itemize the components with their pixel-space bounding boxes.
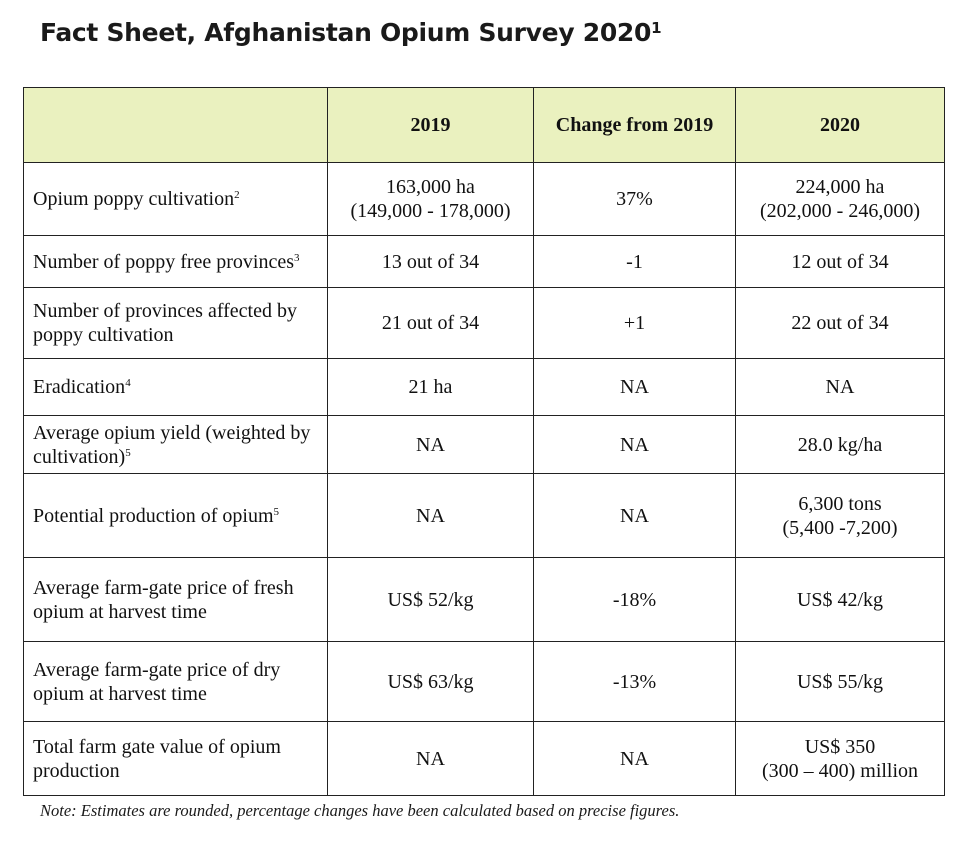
row-label: Number of poppy free provinces3 xyxy=(23,235,328,288)
table-row: Eradication4 21 ha NA NA xyxy=(23,358,945,416)
title-footnote-marker: 1 xyxy=(651,19,662,37)
row-label-text: Number of poppy free provinces xyxy=(33,250,295,273)
table-row: Number of provinces affected by poppy cu… xyxy=(23,287,945,359)
value-2020: 12 out of 34 xyxy=(735,235,945,288)
value-2019-line: US$ 63/kg xyxy=(387,670,474,693)
value-change: NA xyxy=(533,721,736,796)
value-2019: NA xyxy=(327,473,534,558)
value-2019-line: 163,000 ha xyxy=(386,176,475,198)
row-label: Average farm-gate price of dry opium at … xyxy=(23,641,328,722)
value-2020-line: 224,000 ha xyxy=(795,176,885,198)
table-row: Number of poppy free provinces3 13 out of… xyxy=(23,235,945,288)
value-2020-line: 28.0 kg/ha xyxy=(797,433,883,456)
footnote-marker: 4 xyxy=(125,377,131,389)
value-2019-line: NA xyxy=(416,747,445,770)
row-label-text: Eradication xyxy=(33,376,126,398)
row-label-text: Number of provinces affected by poppy cu… xyxy=(33,300,297,346)
value-2019: 163,000 ha (149,000 - 178,000) xyxy=(327,162,534,236)
value-2020: 28.0 kg/ha xyxy=(735,415,945,474)
value-2019-line: NA xyxy=(416,504,445,527)
value-2020: US$ 55/kg xyxy=(735,641,945,722)
value-2019-line: 21 out of 34 xyxy=(381,312,480,334)
table-header-row: 2019 Change from 2019 2020 xyxy=(23,87,945,163)
footnote-marker: 3 xyxy=(294,251,300,264)
row-label-text: Potential production of opium xyxy=(33,504,274,527)
value-2019-line: (149,000 - 178,000) xyxy=(350,200,511,222)
value-change: -18% xyxy=(533,557,736,642)
table-note: Note: Estimates are rounded, percentage … xyxy=(40,801,680,820)
table-row: Opium poppy cultivation2 163,000 ha (149,0… xyxy=(23,162,945,236)
value-2019: 21 ha xyxy=(327,358,534,416)
header-2020: 2020 xyxy=(735,87,945,163)
header-label-cell xyxy=(23,87,328,163)
footnote-marker: 5 xyxy=(273,505,280,518)
fact-sheet-table: 2019 Change from 2019 2020 Opium poppy c… xyxy=(23,87,945,796)
table-row: Total farm gate value of opium productio… xyxy=(23,721,945,796)
value-2020: 22 out of 34 xyxy=(735,287,945,359)
row-label: Opium poppy cultivation2 xyxy=(23,162,328,236)
value-2020-line: 6,300 tons xyxy=(798,492,882,515)
value-2019: US$ 63/kg xyxy=(327,641,534,722)
row-label: Number of provinces affected by poppy cu… xyxy=(23,287,328,359)
row-label: Total farm gate value of opium productio… xyxy=(23,721,328,796)
value-2020-line: US$ 42/kg xyxy=(796,588,884,611)
value-2019-line: 21 ha xyxy=(408,376,453,398)
value-2019: US$ 52/kg xyxy=(327,557,534,642)
footnote-marker: 2 xyxy=(234,189,240,201)
footnote-marker: 5 xyxy=(125,446,131,459)
value-2020-line: US$ 350 xyxy=(804,735,876,758)
value-2020-line: (202,000 - 246,000) xyxy=(760,200,920,222)
row-label: Average farm-gate price of fresh opium a… xyxy=(23,557,328,642)
value-change: NA xyxy=(533,415,736,474)
row-label: Average opium yield (weighted by cultiva… xyxy=(23,415,328,474)
title-text: Fact Sheet, Afghanistan Opium Survey 202… xyxy=(40,18,652,47)
row-label-text: Average farm-gate price of fresh opium a… xyxy=(33,576,294,623)
header-2019: 2019 xyxy=(327,87,534,163)
value-2019: 13 out of 34 xyxy=(327,235,534,288)
row-label-text: Average opium yield (weighted by cultiva… xyxy=(33,421,311,468)
value-2020-line: 12 out of 34 xyxy=(791,250,889,273)
value-2020-line: (5,400 -7,200) xyxy=(782,516,898,539)
value-2020: US$ 42/kg xyxy=(735,557,945,642)
row-label-text: Opium poppy cultivation xyxy=(33,188,235,210)
value-2020: NA xyxy=(735,358,945,416)
value-2020-line: NA xyxy=(825,376,855,398)
row-label-text: Average farm-gate price of dry opium at … xyxy=(33,658,281,705)
value-2020-line: 22 out of 34 xyxy=(791,312,889,334)
value-2019-line: NA xyxy=(416,433,445,456)
table-row: Potential production of opium5 NA NA 6,300 … xyxy=(23,473,945,558)
value-2019: 21 out of 34 xyxy=(327,287,534,359)
value-2020: 6,300 tons (5,400 -7,200) xyxy=(735,473,945,558)
value-2019-line: US$ 52/kg xyxy=(387,588,474,611)
table-row: Average farm-gate price of dry opium at … xyxy=(23,641,945,722)
value-2019-line: 13 out of 34 xyxy=(381,250,480,273)
page-title: Fact Sheet, Afghanistan Opium Survey 202… xyxy=(40,16,662,50)
value-change: 37% xyxy=(533,162,736,236)
value-2020-line: (300 – 400) million xyxy=(761,759,919,782)
table-row: Average opium yield (weighted by cultiva… xyxy=(23,415,945,474)
row-label-text: Total farm gate value of opium productio… xyxy=(33,735,281,782)
value-2019: NA xyxy=(327,721,534,796)
value-change: -13% xyxy=(533,641,736,722)
value-2020: US$ 350 (300 – 400) million xyxy=(735,721,945,796)
row-label: Eradication4 xyxy=(23,358,328,416)
row-label: Potential production of opium5 xyxy=(23,473,328,558)
header-change-from-2019: Change from 2019 xyxy=(533,87,736,163)
table-body: Opium poppy cultivation2 163,000 ha (149,0… xyxy=(23,162,945,796)
value-change: -1 xyxy=(533,235,736,288)
value-change: +1 xyxy=(533,287,736,359)
value-change: NA xyxy=(533,473,736,558)
value-2020: 224,000 ha (202,000 - 246,000) xyxy=(735,162,945,236)
value-change: NA xyxy=(533,358,736,416)
value-2019: NA xyxy=(327,415,534,474)
value-2020-line: US$ 55/kg xyxy=(796,670,884,693)
table-row: Average farm-gate price of fresh opium a… xyxy=(23,557,945,642)
